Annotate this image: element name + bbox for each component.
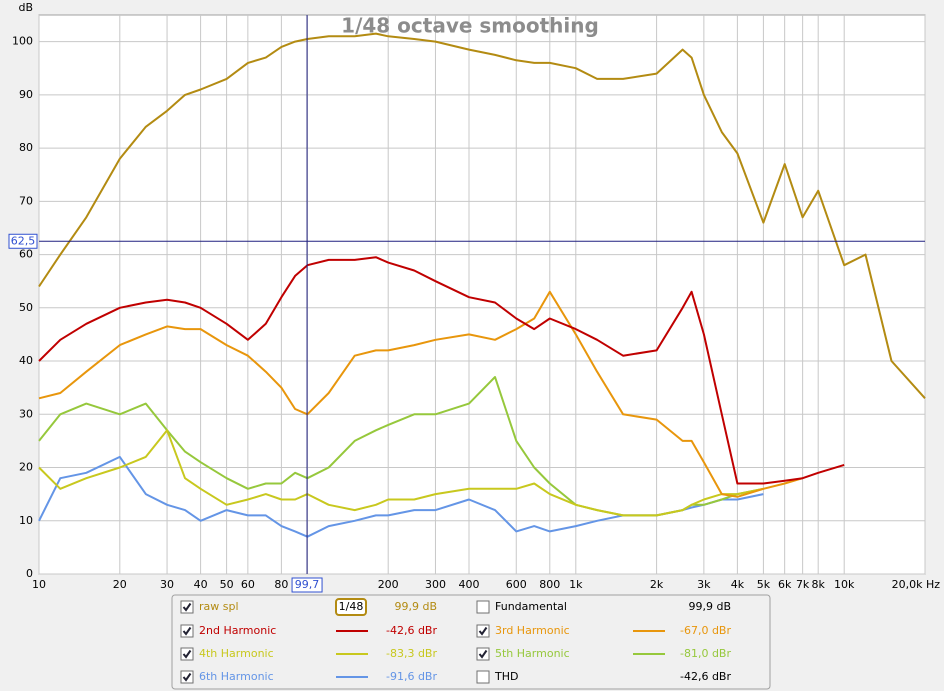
checkmark bbox=[478, 626, 488, 636]
legend-reading: 99,9 dB bbox=[688, 600, 731, 613]
legend-label: 4th Harmonic bbox=[199, 647, 274, 660]
x-tick-label: 7k bbox=[796, 578, 810, 591]
legend-reading: 99,9 dB bbox=[394, 600, 437, 613]
x-tick-label: 1k bbox=[569, 578, 583, 591]
checkbox bbox=[476, 670, 490, 684]
x-tick-label: 3k bbox=[697, 578, 711, 591]
checkmark bbox=[478, 649, 488, 659]
legend-label: 6th Harmonic bbox=[199, 670, 274, 683]
x-tick-label: 300 bbox=[425, 578, 446, 591]
series-line bbox=[38, 256, 845, 485]
x-tick-label: 400 bbox=[458, 578, 479, 591]
cursor-x-label: 99,7 bbox=[295, 578, 320, 591]
legend-reading: -67,0 dBr bbox=[680, 624, 731, 637]
series-line bbox=[38, 429, 764, 517]
cursor-y-label: 62,5 bbox=[11, 234, 36, 247]
cursor-label-box bbox=[8, 233, 38, 249]
checkbox bbox=[476, 600, 490, 614]
plot-area bbox=[38, 14, 926, 575]
x-tick-label: 600 bbox=[506, 578, 527, 591]
y-tick-label: 30 bbox=[19, 407, 33, 420]
legend-reading: -42,6 dBr bbox=[386, 624, 437, 637]
x-tick-label: 20 bbox=[113, 578, 127, 591]
x-tick-label: 30 bbox=[160, 578, 174, 591]
checkmark bbox=[182, 649, 192, 659]
y-tick-label: 60 bbox=[19, 248, 33, 261]
y-tick-label: 70 bbox=[19, 194, 33, 207]
legend-reading: -83,3 dBr bbox=[386, 647, 437, 660]
series-line bbox=[38, 32, 926, 399]
x-tick-label: 60 bbox=[241, 578, 255, 591]
cursor-label-box bbox=[291, 577, 323, 593]
y-tick-label: 10 bbox=[19, 514, 33, 527]
smoothing-button[interactable] bbox=[335, 598, 367, 616]
legend-label: raw spl bbox=[199, 600, 239, 613]
checkmark bbox=[182, 602, 192, 612]
x-tick-label: 50 bbox=[220, 578, 234, 591]
x-tick-label: 40 bbox=[194, 578, 208, 591]
series-line bbox=[38, 290, 803, 498]
y-tick-label: 90 bbox=[19, 88, 33, 101]
y-tick-label: 50 bbox=[19, 301, 33, 314]
legend-reading: -81,0 dBr bbox=[680, 647, 731, 660]
x-tick-label: 10 bbox=[32, 578, 46, 591]
x-tick-label: 20,0k Hz bbox=[892, 578, 941, 591]
legend-label: 2nd Harmonic bbox=[199, 624, 276, 637]
x-tick-label: 2k bbox=[650, 578, 664, 591]
smoothing-button-label: 1/48 bbox=[339, 600, 364, 613]
legend-label: 3rd Harmonic bbox=[495, 624, 570, 637]
x-tick-label: 6k bbox=[778, 578, 792, 591]
chart-title: 1/48 octave smoothing bbox=[341, 14, 599, 38]
x-tick-label: 80 bbox=[274, 578, 288, 591]
y-tick-label: 0 bbox=[26, 567, 33, 580]
x-tick-label: 200 bbox=[378, 578, 399, 591]
x-tick-label: 800 bbox=[539, 578, 560, 591]
legend-label: THD bbox=[494, 670, 518, 683]
legend-label: 5th Harmonic bbox=[495, 647, 570, 660]
y-tick-label: 100 bbox=[12, 35, 33, 48]
x-tick-label: 5k bbox=[757, 578, 771, 591]
legend-box bbox=[171, 594, 771, 690]
y-axis-label: dB bbox=[18, 1, 33, 14]
x-tick-label: 8k bbox=[812, 578, 826, 591]
legend-reading: -91,6 dBr bbox=[386, 670, 437, 683]
x-tick-label: 10k bbox=[834, 578, 855, 591]
checkmark bbox=[182, 626, 192, 636]
y-tick-label: 80 bbox=[19, 141, 33, 154]
legend-label: Fundamental bbox=[495, 600, 567, 613]
legend-reading: -42,6 dBr bbox=[680, 670, 731, 683]
y-tick-label: 20 bbox=[19, 461, 33, 474]
y-tick-label: 40 bbox=[19, 354, 33, 367]
checkmark bbox=[182, 672, 192, 682]
x-tick-label: 4k bbox=[731, 578, 745, 591]
